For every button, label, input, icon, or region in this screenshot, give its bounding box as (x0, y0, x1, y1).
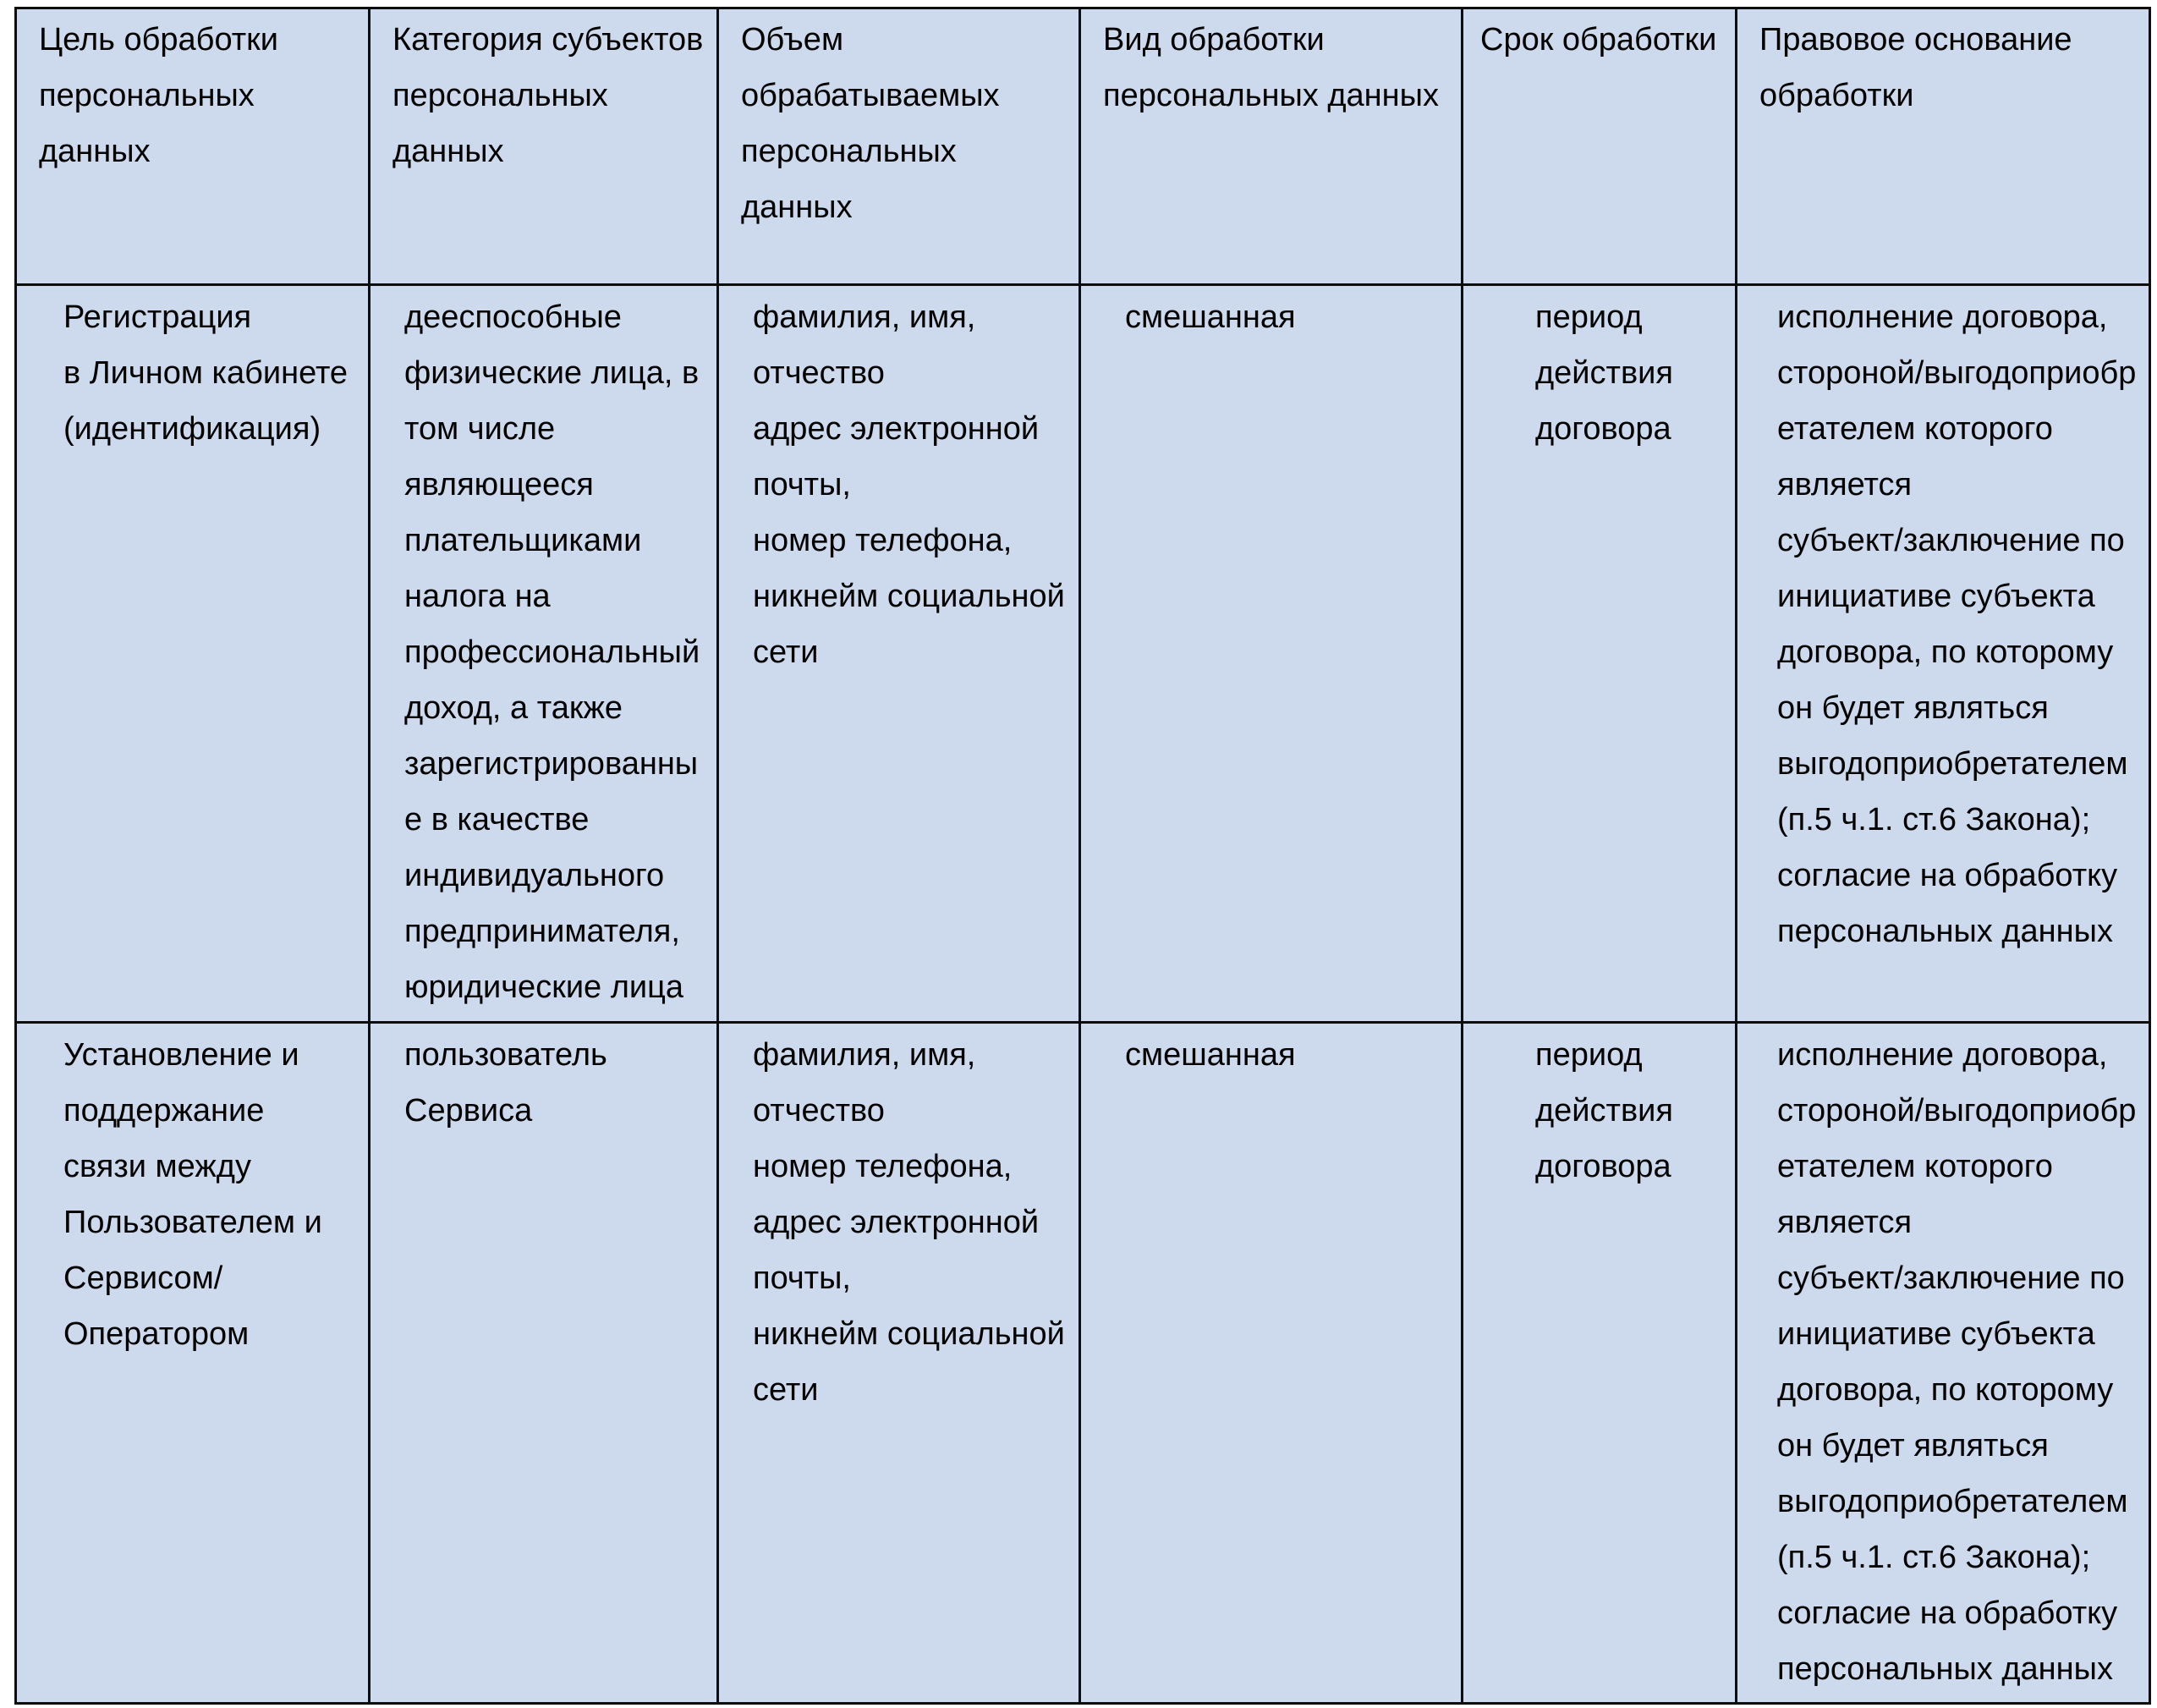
cell-processing-term: период действия договора (1461, 1021, 1737, 1705)
header-cell-processing-purpose: Цель обработки персональных данных (14, 7, 370, 286)
header-cell-data-volume: Объем обрабатываемых персональных данных (716, 7, 1081, 286)
table-header-row: Цель обработки персональных данных Катег… (14, 7, 2151, 286)
header-cell-processing-kind: Вид обработки персональных данных (1078, 7, 1463, 286)
cell-legal-basis: исполнение договора, стороной/выгодоприо… (1735, 283, 2151, 1024)
cell-data-volume: фамилия, имя, отчество номер телефона, а… (716, 1021, 1081, 1705)
table-row-communication: Установление и поддержание связи между П… (14, 1021, 2151, 1705)
header-cell-subject-category: Категория субъектов персональных данных (368, 7, 719, 286)
cell-processing-kind: смешанная (1078, 1021, 1463, 1705)
cell-legal-basis: исполнение договора, стороной/выгодоприо… (1735, 1021, 2151, 1705)
cell-processing-purpose: Регистрация в Личном кабинете (идентифик… (14, 283, 370, 1024)
header-cell-processing-term: Срок обработки (1461, 7, 1737, 286)
personal-data-processing-table: Цель обработки персональных данных Катег… (14, 7, 2151, 1705)
table-row-registration: Регистрация в Личном кабинете (идентифик… (14, 283, 2151, 1024)
cell-data-volume: фамилия, имя, отчество адрес электронной… (716, 283, 1081, 1024)
cell-subject-category: пользователь Сервиса (368, 1021, 719, 1705)
cell-processing-term: период действия договора (1461, 283, 1737, 1024)
header-cell-legal-basis: Правовое основание обработки (1735, 7, 2151, 286)
cell-processing-kind: смешанная (1078, 283, 1463, 1024)
cell-processing-purpose: Установление и поддержание связи между П… (14, 1021, 370, 1705)
cell-subject-category: дееспособные физические лица, в том числ… (368, 283, 719, 1024)
